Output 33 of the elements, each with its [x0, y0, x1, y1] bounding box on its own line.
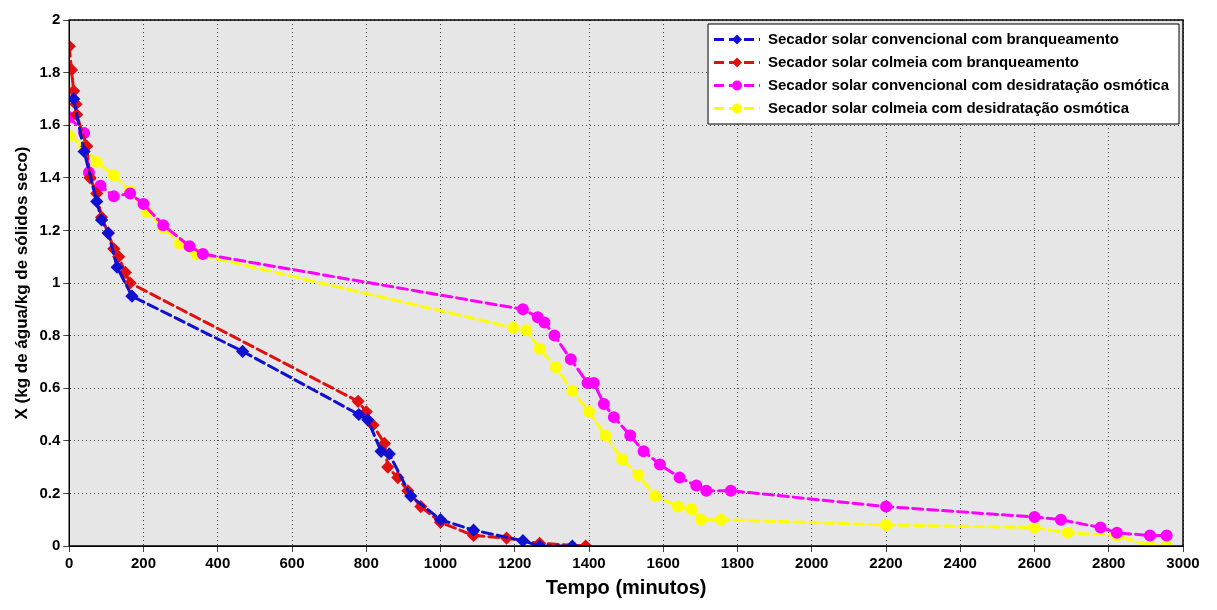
- x-tick-label: 2600: [1017, 554, 1052, 572]
- legend-label: Secador solar colmeia com branqueamento: [768, 52, 1079, 70]
- x-tick-label: 1200: [498, 554, 532, 572]
- x-tick-label: 2200: [869, 554, 903, 572]
- x-tick-label: 1600: [646, 554, 680, 572]
- x-tick-label: 1000: [423, 554, 458, 572]
- y-tick-label: 1.4: [39, 167, 61, 185]
- x-tick-label: 3000: [1166, 554, 1200, 572]
- x-tick-label: 200: [130, 554, 157, 572]
- y-tick-label: 1.6: [39, 115, 61, 133]
- y-tick-label: 2: [51, 10, 61, 28]
- y-tick-label: 1.8: [39, 62, 61, 80]
- x-tick-label: 800: [353, 554, 379, 572]
- x-tick-label: 1400: [572, 554, 606, 572]
- x-axis-title: Tempo (minutos): [545, 575, 707, 598]
- legend-label: Secador solar convencional com desidratação osmótica: [768, 75, 1170, 93]
- x-tick-label: 600: [279, 554, 305, 572]
- y-tick-label: 0.8: [39, 325, 61, 343]
- x-tick-label: 2400: [943, 554, 977, 572]
- x-tick-label: 400: [205, 554, 231, 572]
- y-tick-label: 0.2: [39, 483, 61, 501]
- x-tick-label: 2000: [795, 554, 829, 572]
- y-tick-label: 1: [51, 273, 61, 291]
- y-tick-label: 0: [51, 536, 61, 554]
- x-tick-label: 0: [65, 554, 74, 572]
- legend-label: Secador solar convencional com branqueamento: [768, 29, 1119, 47]
- y-axis-title: X (kg de água/kg de sólidos seco): [11, 146, 31, 420]
- legend-label: Secador solar colmeia com desidratação osmótica: [768, 98, 1130, 116]
- x-tick-label: 2800: [1092, 554, 1126, 572]
- x-tick-label: 1800: [720, 554, 755, 572]
- y-tick-label: 0.4: [39, 430, 61, 448]
- y-tick-label: 0.6: [39, 378, 61, 396]
- y-tick-label: 1.2: [39, 220, 61, 238]
